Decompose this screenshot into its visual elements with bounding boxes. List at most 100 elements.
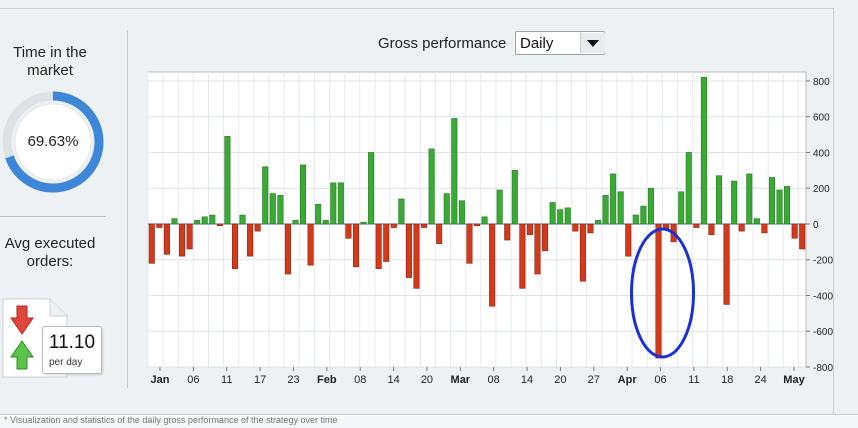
bar-positive: [269, 193, 276, 225]
right-divider: [833, 8, 834, 414]
period-select-value: Daily: [520, 35, 554, 52]
bar-positive: [277, 195, 284, 225]
bar-negative: [436, 223, 443, 244]
bar-negative: [655, 223, 662, 359]
x-tick-label: 17: [254, 374, 266, 386]
bar-positive: [496, 189, 503, 225]
bar-positive: [685, 152, 692, 225]
bar-positive: [315, 204, 322, 225]
bar-negative: [179, 223, 186, 257]
performance-panel: Time in the market 69.63% Avg executed o…: [0, 0, 834, 414]
bar-positive: [209, 214, 216, 225]
bar-positive: [594, 220, 602, 225]
orders-per-day-box: 11.10 per day: [42, 326, 102, 374]
x-tick-label: 08: [488, 374, 500, 386]
bar-negative: [216, 223, 223, 227]
x-tick-label: 14: [521, 374, 533, 386]
bar-positive: [239, 214, 246, 225]
bar-negative: [148, 223, 155, 264]
x-tick-label: 23: [287, 374, 299, 386]
bar-negative: [345, 223, 352, 239]
orders-per-day-unit: per day: [49, 357, 83, 368]
y-tick-label: -400: [813, 291, 833, 302]
bar-positive: [768, 177, 775, 225]
bar-negative: [163, 223, 170, 255]
x-tick-label: Mar: [451, 374, 471, 386]
bar-positive: [700, 77, 707, 225]
bar-negative: [791, 223, 798, 239]
x-tick-label: 11: [221, 374, 232, 386]
bar-negative: [693, 223, 700, 228]
bar-positive: [776, 189, 783, 225]
chevron-down-icon: [587, 40, 599, 47]
orders-per-day-value: 11.10: [48, 332, 96, 353]
bar-negative: [625, 223, 632, 257]
bar-positive: [368, 152, 375, 225]
bar-negative: [383, 223, 390, 262]
bar-negative: [375, 223, 382, 269]
bar-positive: [300, 164, 307, 225]
bar-positive: [557, 209, 564, 225]
x-tick-label: 20: [554, 374, 566, 386]
bar-negative: [307, 223, 314, 266]
bar-negative: [761, 223, 768, 234]
y-tick-label: 600: [813, 113, 830, 124]
bar-positive: [451, 118, 458, 225]
period-select[interactable]: Daily: [515, 31, 605, 55]
bar-positive: [632, 214, 639, 225]
bar-positive: [511, 170, 518, 225]
bar-positive: [330, 182, 337, 225]
bar-negative: [579, 223, 586, 282]
bar-positive: [224, 136, 231, 225]
bar-negative: [284, 223, 291, 275]
bar-negative: [473, 223, 481, 227]
x-tick-label: 27: [588, 374, 600, 386]
y-tick-label: -800: [813, 363, 833, 374]
bar-negative: [421, 223, 428, 228]
bar-positive: [428, 148, 435, 225]
bar-negative: [526, 223, 533, 235]
bar-positive: [610, 173, 617, 225]
bar-positive: [731, 180, 738, 225]
y-tick-label: 800: [813, 77, 830, 88]
annotation-circle: [630, 227, 696, 359]
x-tick-label: 20: [421, 374, 433, 386]
y-tick-label: 0: [813, 220, 819, 231]
plot-area: [147, 71, 807, 368]
footer-text: * Visualization and statistics of the da…: [4, 415, 338, 425]
bar-negative: [519, 223, 526, 289]
bar-negative: [247, 223, 254, 257]
bar-negative: [708, 223, 715, 235]
bar-negative: [723, 223, 730, 305]
bar-positive: [201, 216, 208, 225]
x-tick-label: Apr: [618, 374, 638, 386]
bar-positive: [617, 191, 624, 225]
bar-positive: [262, 166, 269, 225]
gauge-ring: [2, 91, 104, 193]
y-tick-label: -600: [813, 327, 833, 338]
bar-negative: [466, 223, 473, 264]
bar-positive: [564, 207, 571, 225]
chart-title: Gross performance: [378, 35, 507, 52]
bar-positive: [481, 216, 488, 225]
gross-performance-chart: 800 600 400 200 0 -200 -400 -600 -800 Jan 06 11 17 23…: [147, 71, 833, 386]
time-in-market-value: 69.63%: [27, 133, 79, 150]
bar-negative: [738, 223, 745, 232]
y-tick-label: 200: [813, 184, 830, 195]
red-down-arrow-icon: [10, 305, 34, 335]
bar-negative: [587, 223, 594, 234]
bar-positive: [640, 205, 647, 225]
bar-negative: [186, 223, 193, 250]
bar-negative: [799, 223, 806, 250]
period-select-button[interactable]: [580, 33, 605, 53]
bar-negative: [542, 223, 549, 252]
bar-negative: [405, 223, 412, 278]
time-in-market-title: Time in the market: [13, 44, 87, 79]
y-tick-label: 400: [813, 148, 830, 159]
x-tick-label: Jan: [151, 374, 170, 386]
bar-negative: [534, 223, 541, 275]
stats-sidebar: Time in the market 69.63% Avg executed o…: [0, 0, 118, 414]
avg-orders-title: Avg executed orders:: [4, 235, 96, 270]
bar-negative: [156, 223, 163, 228]
bar-negative: [352, 223, 360, 268]
